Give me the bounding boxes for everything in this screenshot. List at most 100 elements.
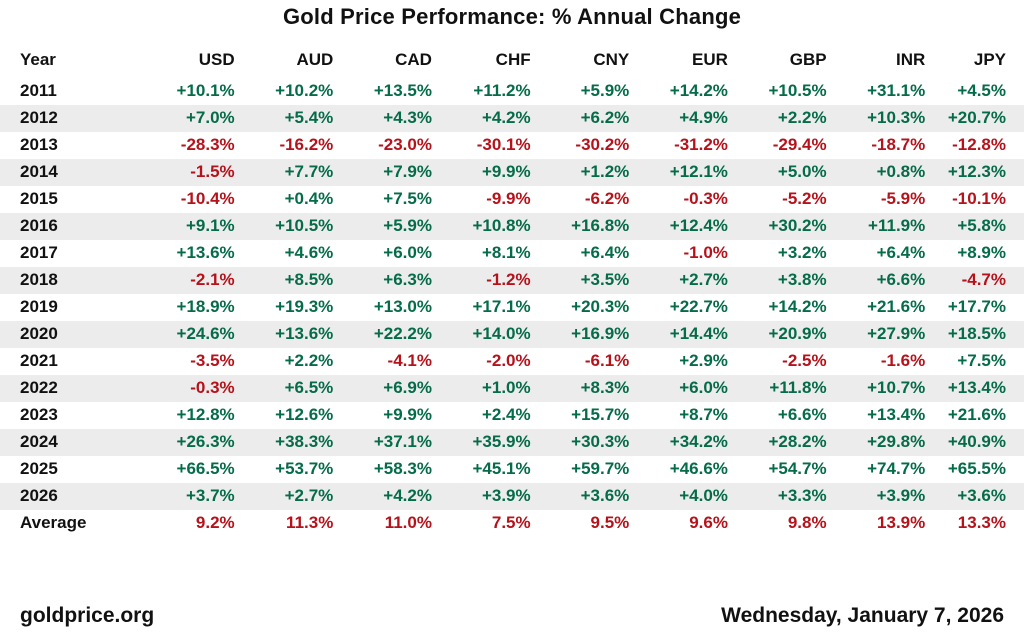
value-cell-chf: +14.0% xyxy=(472,324,531,343)
annual-change-table: Year USD AUD CAD CHF CNY EUR GBP INR JPY 2011 +10.… xyxy=(0,44,1024,537)
value-cell-cny: -6.2% xyxy=(584,189,630,208)
value-cell-aud: +19.3% xyxy=(275,297,334,316)
value-cell-gbp: +30.2% xyxy=(768,216,827,235)
value-cell-cny: +59.7% xyxy=(571,459,630,478)
year-cell: 2016 xyxy=(20,216,58,235)
value-cell-gbp: +3.3% xyxy=(777,486,827,505)
value-cell-chf: +2.4% xyxy=(481,405,531,424)
value-cell-aud: +7.7% xyxy=(284,162,334,181)
value-cell-aud: +53.7% xyxy=(275,459,334,478)
value-cell-cad: +4.2% xyxy=(383,486,432,505)
value-cell-chf: +1.0% xyxy=(481,378,531,397)
value-cell-chf: 7.5% xyxy=(491,513,531,532)
value-cell-chf: -30.1% xyxy=(476,135,531,154)
value-cell-gbp: -29.4% xyxy=(772,135,827,154)
value-cell-jpy: +21.6% xyxy=(947,405,1006,424)
value-cell-eur: +14.2% xyxy=(669,81,728,100)
value-cell-jpy: +3.6% xyxy=(957,486,1006,505)
value-cell-usd: +3.7% xyxy=(185,486,235,505)
value-cell-eur: -31.2% xyxy=(674,135,728,154)
value-cell-usd: -1.5% xyxy=(190,162,235,181)
value-cell-chf: +35.9% xyxy=(472,432,531,451)
value-cell-inr: -5.9% xyxy=(880,189,926,208)
value-cell-chf: +45.1% xyxy=(472,459,531,478)
value-cell-cny: +5.9% xyxy=(580,81,630,100)
year-cell: 2019 xyxy=(20,297,58,316)
value-cell-inr: -1.6% xyxy=(880,351,926,370)
value-cell-inr: +10.3% xyxy=(867,108,926,127)
value-cell-gbp: +3.2% xyxy=(777,243,827,262)
value-cell-eur: +46.6% xyxy=(669,459,728,478)
value-cell-jpy: +8.9% xyxy=(957,243,1006,262)
value-cell-gbp: +2.2% xyxy=(777,108,827,127)
value-cell-aud: -16.2% xyxy=(279,135,334,154)
value-cell-usd: +26.3% xyxy=(176,432,235,451)
value-cell-chf: +11.2% xyxy=(473,81,531,100)
value-cell-jpy: +65.5% xyxy=(947,459,1006,478)
table-header-row: Year USD AUD CAD CHF CNY EUR GBP INR JPY xyxy=(0,44,1024,78)
value-cell-usd: -0.3% xyxy=(190,378,235,397)
column-header-usd: USD xyxy=(198,50,235,69)
value-cell-eur: +14.4% xyxy=(669,324,728,343)
table-row-2011: 2011 +10.1% +10.2% +13.5% +11.2% +5.9% +14.2% +… xyxy=(0,78,1024,105)
value-cell-cny: +15.7% xyxy=(571,405,630,424)
table-row-2021: 2021 -3.5% +2.2% -4.1% -2.0% -6.1% +2.9% -2.5% -… xyxy=(0,348,1024,375)
value-cell-aud: +2.7% xyxy=(284,486,334,505)
year-cell: 2017 xyxy=(20,243,58,262)
value-cell-jpy: +13.4% xyxy=(947,378,1006,397)
value-cell-inr: +29.8% xyxy=(867,432,926,451)
value-cell-usd: +18.9% xyxy=(176,297,235,316)
value-cell-chf: -1.2% xyxy=(486,270,531,289)
value-cell-aud: +5.4% xyxy=(284,108,334,127)
value-cell-eur: +2.9% xyxy=(679,351,728,370)
value-cell-usd: +10.1% xyxy=(176,81,235,100)
value-cell-cad: +6.0% xyxy=(383,243,432,262)
value-cell-cad: +37.1% xyxy=(373,432,432,451)
value-cell-gbp: +11.8% xyxy=(769,378,827,397)
value-cell-jpy: -12.8% xyxy=(952,135,1006,154)
value-cell-cad: +13.5% xyxy=(373,81,432,100)
value-cell-cny: +16.9% xyxy=(571,324,630,343)
column-header-year: Year xyxy=(20,50,56,69)
value-cell-eur: -0.3% xyxy=(683,189,728,208)
value-cell-eur: +4.0% xyxy=(679,486,728,505)
value-cell-cad: +22.2% xyxy=(373,324,432,343)
value-cell-cad: +4.3% xyxy=(383,108,432,127)
value-cell-eur: +6.0% xyxy=(679,378,728,397)
value-cell-usd: +13.6% xyxy=(176,243,235,262)
value-cell-eur: +34.2% xyxy=(669,432,728,451)
value-cell-jpy: +40.9% xyxy=(947,432,1006,451)
value-cell-gbp: 9.8% xyxy=(787,513,827,532)
value-cell-usd: +9.1% xyxy=(185,216,235,235)
value-cell-chf: -2.0% xyxy=(486,351,531,370)
value-cell-inr: +6.6% xyxy=(876,270,926,289)
table-row-2019: 2019 +18.9% +19.3% +13.0% +17.1% +20.3% +22.7%… xyxy=(0,294,1024,321)
value-cell-inr: +27.9% xyxy=(867,324,926,343)
table-row-2022: 2022 -0.3% +6.5% +6.9% +1.0% +8.3% +6.0% +11.8%… xyxy=(0,375,1024,402)
value-cell-aud: +8.5% xyxy=(284,270,334,289)
value-cell-chf: +17.1% xyxy=(472,297,531,316)
value-cell-usd: +12.8% xyxy=(176,405,235,424)
value-cell-inr: +31.1% xyxy=(867,81,926,100)
value-cell-aud: +10.2% xyxy=(275,81,334,100)
value-cell-jpy: +20.7% xyxy=(947,108,1006,127)
value-cell-cny: 9.5% xyxy=(590,513,630,532)
year-cell: 2024 xyxy=(20,432,58,451)
value-cell-inr: +13.4% xyxy=(867,405,926,424)
value-cell-cny: +16.8% xyxy=(571,216,630,235)
value-cell-inr: +3.9% xyxy=(876,486,926,505)
year-cell: 2025 xyxy=(20,459,58,478)
value-cell-cny: +6.2% xyxy=(580,108,630,127)
source-label: goldprice.org xyxy=(20,604,155,627)
value-cell-cny: +30.3% xyxy=(571,432,630,451)
value-cell-jpy: +18.5% xyxy=(947,324,1006,343)
value-cell-cad: -23.0% xyxy=(378,135,432,154)
value-cell-jpy: 13.3% xyxy=(957,513,1006,532)
value-cell-chf: +8.1% xyxy=(481,243,531,262)
value-cell-usd: -3.5% xyxy=(190,351,235,370)
value-cell-chf: +4.2% xyxy=(481,108,531,127)
value-cell-jpy: -10.1% xyxy=(952,189,1006,208)
column-header-jpy: JPY xyxy=(973,50,1006,69)
year-cell: 2021 xyxy=(20,351,58,370)
table-row-average: Average 9.2% 11.3% 11.0% 7.5% 9.5% 9.6% 9.8% 13.… xyxy=(0,510,1024,537)
